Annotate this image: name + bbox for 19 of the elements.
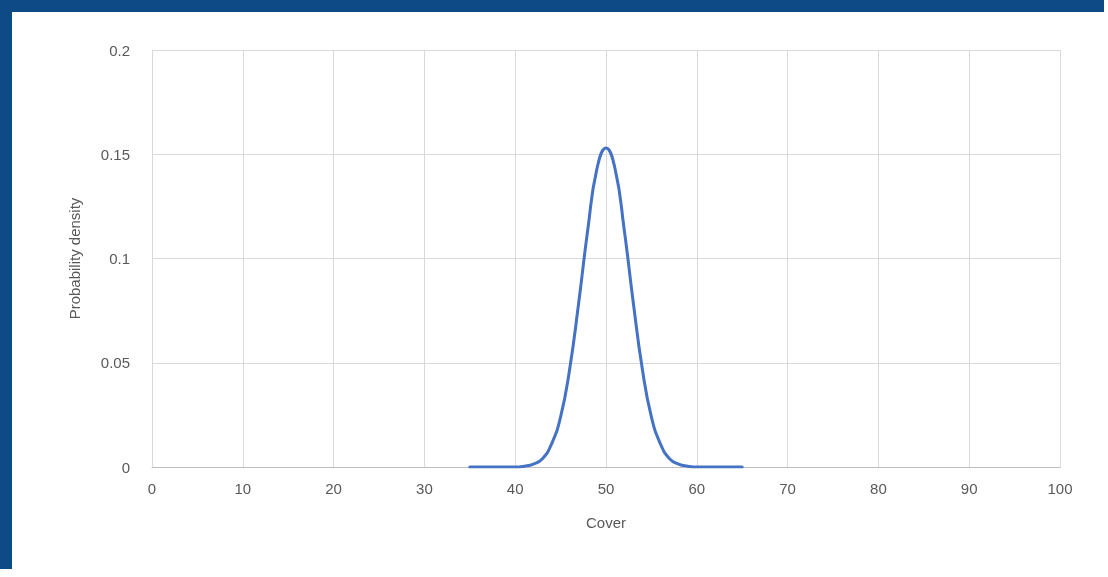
y-tick-label: 0.05 (100, 354, 130, 372)
x-tick-label: 0 (147, 480, 157, 497)
x-tick-label: 10 (234, 480, 252, 497)
y-tick-label: 0.2 (109, 41, 130, 59)
x-axis-title: Cover (585, 514, 627, 531)
x-tick-label: 60 (688, 480, 706, 497)
x-tick-label: 100 (1047, 480, 1073, 497)
line-series (468, 146, 744, 469)
x-tick-label: 20 (325, 480, 342, 497)
y-tick-label: 0.15 (100, 145, 130, 163)
x-tick-label: 70 (779, 480, 796, 497)
x-tick-label: 30 (416, 480, 433, 497)
x-tick-label: 40 (506, 480, 524, 497)
x-tick-label: 80 (870, 480, 887, 497)
y-tick-label: 0.1 (109, 250, 130, 267)
y-tick-label: 0 (121, 458, 130, 476)
x-tick-label: 90 (960, 480, 978, 497)
x-tick-label: 50 (597, 480, 615, 497)
y-axis-title: Probability density (66, 197, 83, 320)
